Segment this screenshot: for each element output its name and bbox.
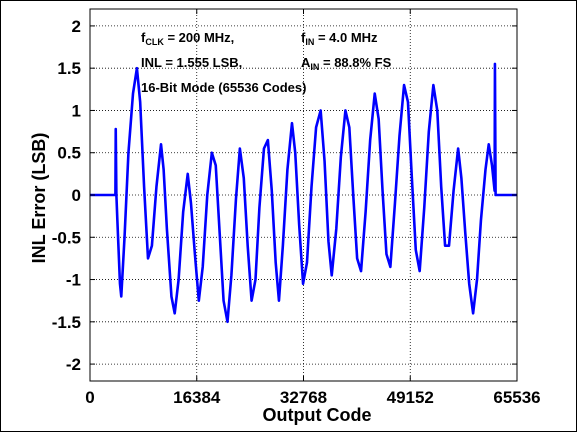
- y-tick-label: -2: [66, 355, 81, 374]
- y-tick-label: 1.5: [57, 59, 81, 78]
- annotation-mode: 16-Bit Mode (65536 Codes): [141, 80, 306, 95]
- series-layer: [90, 62, 517, 324]
- y-tick-label: 0.5: [57, 144, 81, 163]
- x-tick-label: 32768: [280, 388, 327, 407]
- x-axis-label: Output Code: [263, 405, 372, 425]
- annotation-ain: AIN = 88.8% FS: [301, 55, 392, 72]
- y-tick-label: -0.5: [52, 228, 81, 247]
- y-tick-label: 1: [72, 101, 81, 120]
- inl-error-line: [90, 62, 517, 324]
- x-tick-label: 0: [85, 388, 94, 407]
- y-tick-label: -1: [66, 271, 81, 290]
- tick-marks: [89, 9, 518, 381]
- x-tick-label: 49152: [387, 388, 434, 407]
- x-tick-label: 16384: [173, 388, 221, 407]
- x-tick-label: 65536: [493, 388, 540, 407]
- annotation-fin: fIN = 4.0 MHz: [301, 30, 378, 47]
- y-tick-label: 2: [72, 17, 81, 36]
- annotation-inl: INL = 1.555 LSB,: [141, 55, 242, 70]
- annotation-fclk: fCLK = 200 MHz,: [141, 30, 234, 47]
- tick-labels: 0 16384 32768 49152 65536 2 1.5 1 0.5 0 -0.5 -1 -1.5…: [52, 17, 541, 407]
- y-axis-label: INL Error (LSB): [29, 133, 49, 264]
- y-tick-label: -1.5: [52, 313, 81, 332]
- y-tick-label: 0: [72, 186, 81, 205]
